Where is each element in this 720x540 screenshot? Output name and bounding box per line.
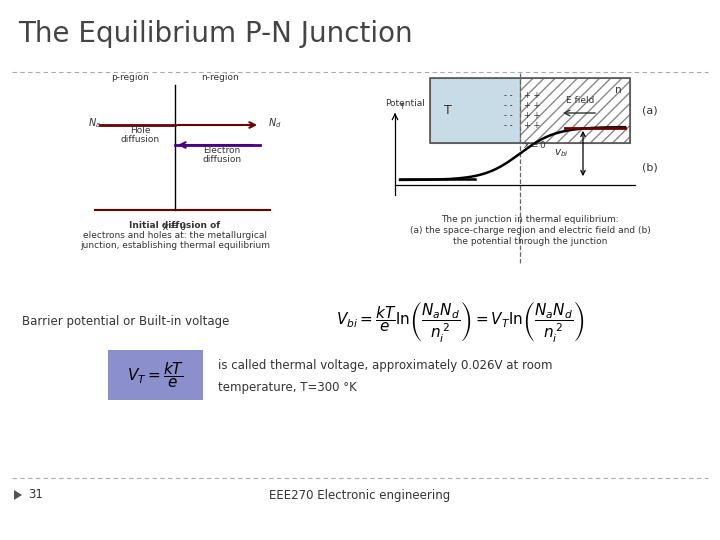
Text: is called thermal voltage, approximately 0.026V at room: is called thermal voltage, approximately… [218,359,552,372]
Text: $V_{bi} = \dfrac{kT}{e}\ln\!\left(\dfrac{N_a N_d}{n_i^{\,2}}\right) = V_T\ln\!\l: $V_{bi} = \dfrac{kT}{e}\ln\!\left(\dfrac… [336,300,584,345]
Text: $x=0$: $x=0$ [523,139,546,150]
Text: + +: + + [524,122,540,131]
Text: EEE270 Electronic engineering: EEE270 Electronic engineering [269,489,451,502]
Text: n: n [615,85,621,95]
Bar [430,78,520,143]
Text: (a) the space-charge region and electric field and (b): (a) the space-charge region and electric… [410,226,650,235]
Text: (b): (b) [642,162,658,172]
Text: Initial diffusion of: Initial diffusion of [130,221,220,230]
Text: $N_a$: $N_a$ [88,116,101,130]
Bar [430,78,630,143]
Bar [108,350,203,400]
Text: $N_d$: $N_d$ [268,116,282,130]
Text: T: T [444,104,452,117]
Text: electrons and holes at: the metallurgical: electrons and holes at: the metallurgica… [83,231,267,240]
Text: $x=0$: $x=0$ [162,220,188,232]
Text: - -: - - [504,122,513,131]
Text: $v_{bi}$: $v_{bi}$ [554,147,568,159]
Text: The pn junction in thermal equilibrium:: The pn junction in thermal equilibrium: [441,215,618,224]
Text: the potential through the junction: the potential through the junction [453,237,607,246]
Text: - -: - - [504,91,513,100]
Text: + +: + + [524,102,540,111]
Text: junction, establishing thermal equilibrium: junction, establishing thermal equilibri… [80,241,270,250]
Text: E field: E field [566,96,594,105]
Bar [520,78,630,143]
Polygon shape [14,490,22,500]
Text: + +: + + [524,111,540,120]
Text: n-region: n-region [201,73,239,82]
Text: temperature, T=300 °K: temperature, T=300 °K [218,381,356,394]
Text: p-region: p-region [111,73,149,82]
Text: - -: - - [504,111,513,120]
Text: diffusion: diffusion [120,135,160,144]
Text: The Equilibrium P-N Junction: The Equilibrium P-N Junction [18,20,413,48]
Text: Barrier potential or Built-in voltage: Barrier potential or Built-in voltage [22,315,230,328]
Text: (a): (a) [642,105,657,116]
Text: $V_T = \dfrac{kT}{e}$: $V_T = \dfrac{kT}{e}$ [127,360,184,390]
Text: 31: 31 [28,489,43,502]
Text: Electron: Electron [203,146,240,155]
Text: Potential: Potential [385,99,425,108]
Text: - -: - - [504,102,513,111]
Text: Hole: Hole [130,126,150,135]
Text: $\uparrow$: $\uparrow$ [397,101,406,111]
Text: diffusion: diffusion [202,155,242,164]
Text: + +: + + [524,91,540,100]
